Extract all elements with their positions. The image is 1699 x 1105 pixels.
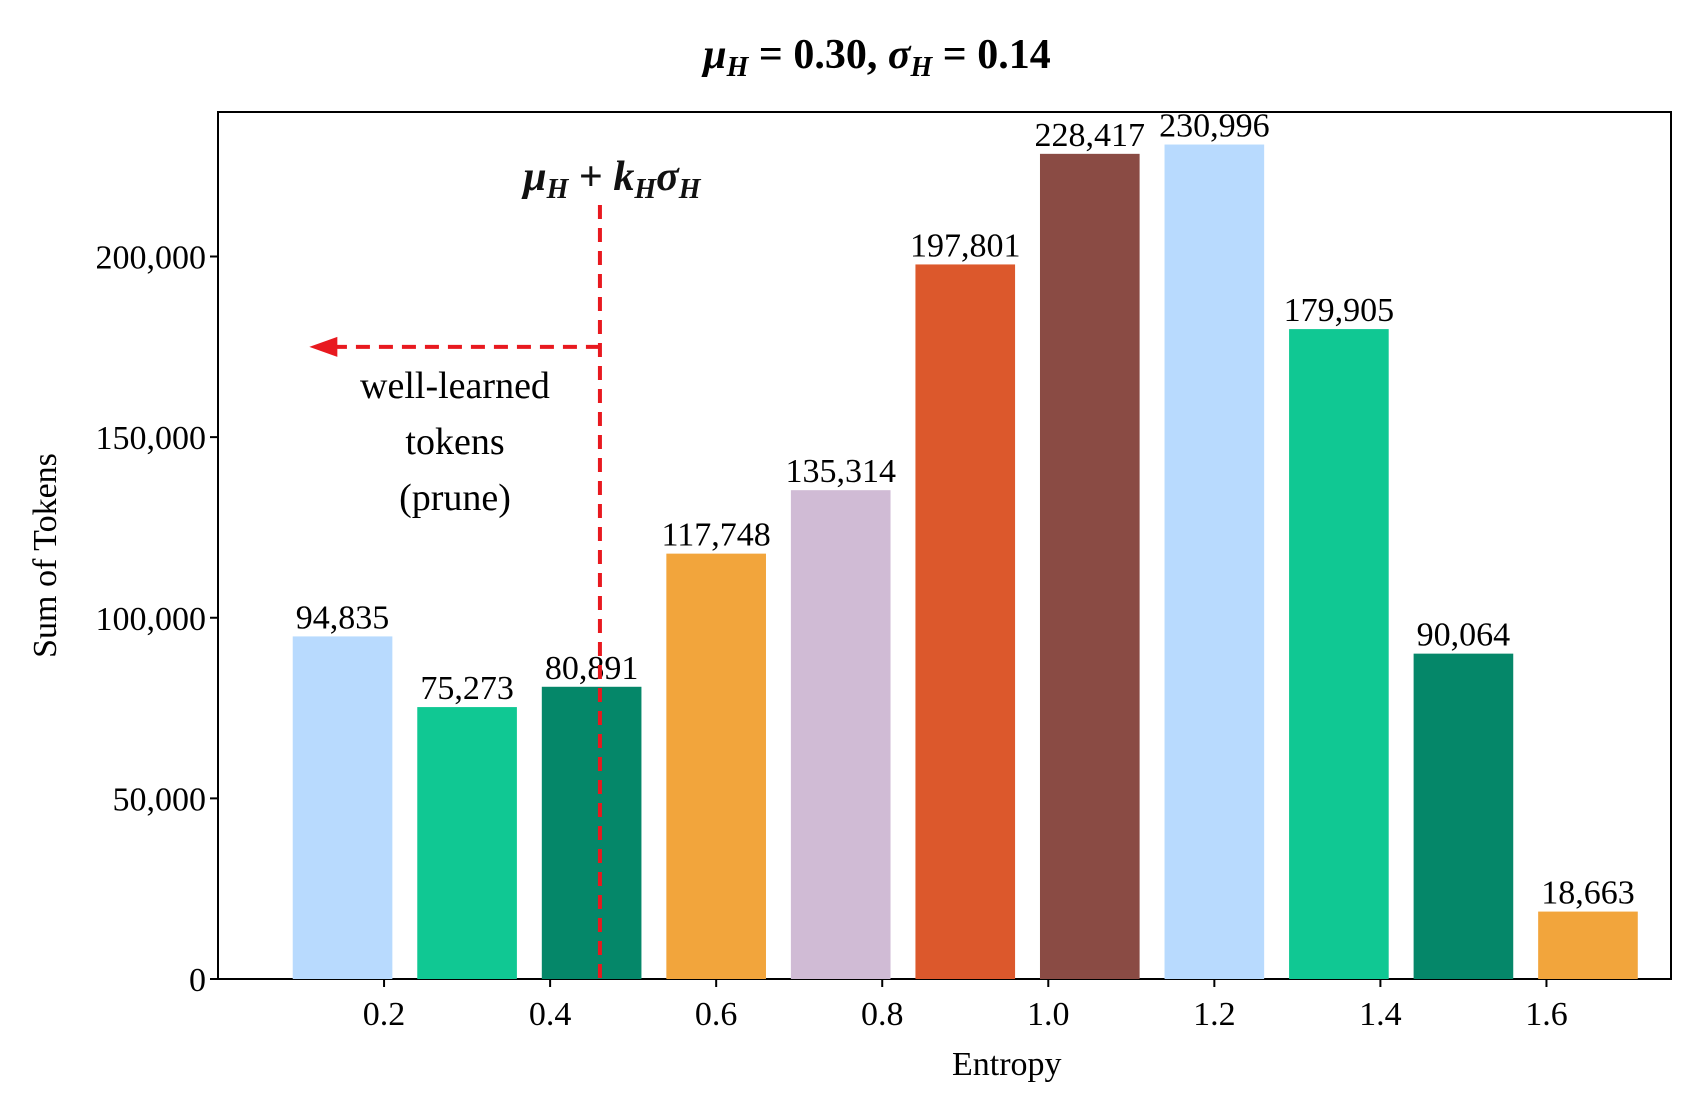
bar-value-label: 94,835 — [296, 599, 390, 636]
bar-value-label: 90,064 — [1417, 617, 1511, 654]
prune-annotation-line: well-learned — [360, 365, 550, 407]
bar-value-label: 18,663 — [1541, 875, 1635, 912]
bar-value-label: 228,417 — [1035, 117, 1146, 154]
bar-value-label: 135,314 — [785, 453, 896, 490]
x-tick-label: 1.4 — [1359, 996, 1402, 1033]
x-axis: 0.2 0.4 0.6 0.8 1.0 1.2 1.4 1.6 — [363, 979, 1568, 1033]
bar-value-label: 75,273 — [420, 670, 514, 707]
y-axis-label: Sum of Tokens — [27, 453, 64, 658]
prune-annotation-line: (prune) — [399, 477, 511, 519]
threshold-annotation: μH + kHσH well-learned tokens (prune) — [309, 154, 702, 979]
title-text: μH = 0.30, σH = 0.14 — [701, 32, 1050, 83]
bar-value-label: 197,801 — [910, 227, 1021, 264]
bar-0 — [292, 636, 393, 979]
bar-value-label: 230,996 — [1159, 108, 1270, 145]
prune-annotation-line: tokens — [405, 421, 504, 463]
bar-value-label: 179,905 — [1284, 292, 1395, 329]
y-tick-label: 0 — [189, 962, 206, 999]
bar-7 — [1164, 144, 1265, 979]
bar-value-label: 117,748 — [662, 517, 771, 554]
bar-8 — [1289, 329, 1389, 980]
x-axis-label: Entropy — [952, 1046, 1062, 1083]
chart-title: μH = 0.30, σH = 0.14 — [701, 32, 1050, 83]
bar-10 — [1538, 911, 1638, 979]
x-tick-label: 0.6 — [695, 996, 738, 1033]
bar-6 — [1039, 153, 1140, 980]
prune-arrow-head — [309, 336, 338, 357]
bar-9 — [1413, 653, 1514, 979]
x-tick-label: 0.8 — [861, 996, 904, 1033]
x-tick-label: 1.2 — [1193, 996, 1236, 1033]
bar-value-label: 80,891 — [545, 650, 639, 687]
y-tick-label: 50,000 — [113, 781, 207, 818]
y-tick-label: 150,000 — [96, 420, 207, 457]
bar-3 — [666, 553, 766, 979]
y-axis: 0 50,000 100,000 150,000 200,000 — [96, 240, 218, 999]
bar-1 — [417, 707, 517, 979]
bar-5 — [915, 264, 1016, 979]
bar-2 — [541, 686, 642, 979]
threshold-label: μH + kHσH — [521, 154, 702, 205]
x-tick-label: 1.6 — [1525, 996, 1568, 1033]
bar-4 — [790, 490, 891, 979]
y-tick-label: 200,000 — [96, 240, 207, 277]
bar-value-labels: 94,835 75,273 80,891 117,748 135,314 197,801 2… — [296, 108, 1635, 912]
bars — [292, 144, 1638, 980]
x-tick-label: 0.4 — [529, 996, 572, 1033]
x-tick-label: 0.2 — [363, 996, 406, 1033]
x-tick-label: 1.0 — [1027, 996, 1070, 1033]
y-tick-label: 100,000 — [96, 601, 207, 638]
